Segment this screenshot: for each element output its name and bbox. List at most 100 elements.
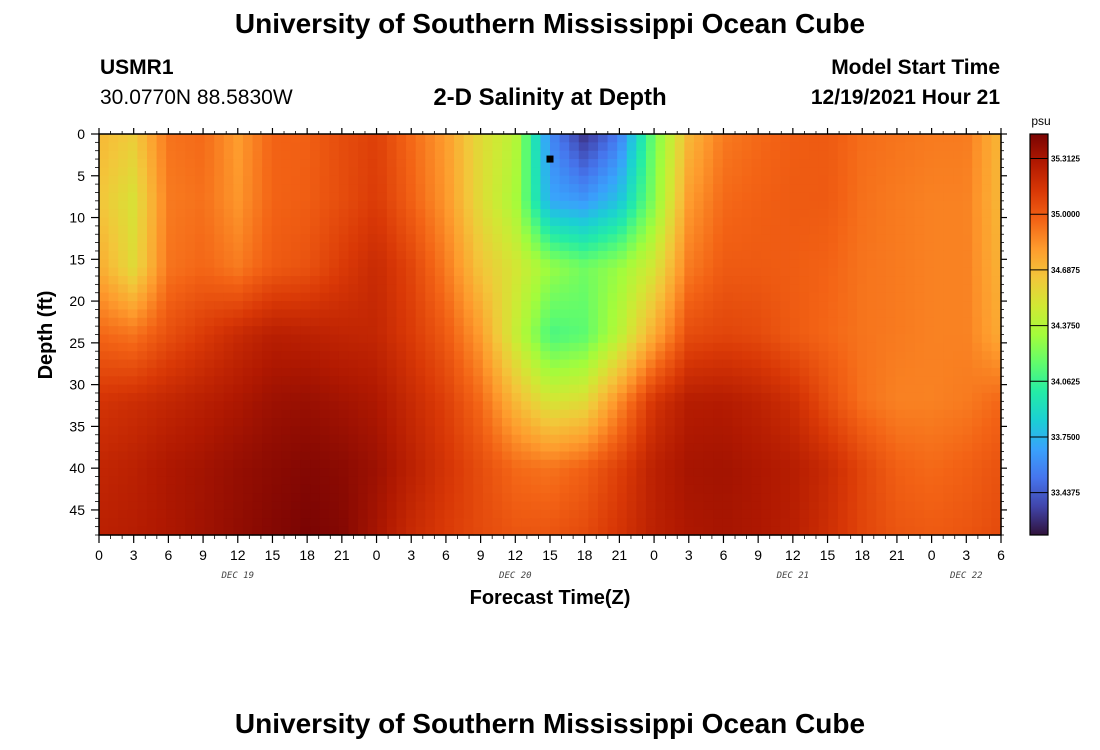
heatmap-cell [770,184,781,194]
heatmap-cell [262,150,273,160]
x-tick-label: 3 [130,547,138,563]
heatmap-cell [789,309,801,319]
heatmap-cell [636,501,647,511]
heatmap-cell [530,468,542,478]
heatmap-cell [847,526,858,536]
heatmap-cell [530,267,542,277]
heatmap-cell [290,284,302,294]
heatmap-cell [434,509,446,519]
heatmap-cell [809,267,820,277]
heatmap-cell [463,267,474,277]
heatmap-cell [281,225,292,235]
heatmap-cell [818,209,829,219]
heatmap-cell [511,459,522,469]
heatmap-cell [905,184,916,194]
heatmap-cell [511,292,522,302]
heatmap-cell [194,259,206,269]
heatmap-cell [674,225,685,235]
heatmap-cell [358,134,369,143]
heatmap-cell [693,334,705,344]
heatmap-cell [511,276,522,285]
heatmap-cell [722,376,733,386]
heatmap-cell [799,134,810,143]
heatmap-cell [194,476,206,486]
heatmap-cell [962,184,973,194]
heatmap-cell [703,493,714,503]
heatmap-cell [924,284,935,294]
heatmap-cell [290,250,302,260]
heatmap-cell [722,334,733,344]
heatmap-cell [799,175,810,185]
heatmap-cell [809,209,820,219]
heatmap-cell [242,493,254,503]
heatmap-cell [166,484,177,494]
heatmap-cell [502,476,513,486]
heatmap-cell [818,142,829,152]
heatmap-cell [665,476,676,486]
heatmap-cell [300,451,311,461]
heatmap-cell [406,250,417,260]
heatmap-cell [991,359,1002,369]
heatmap-cell [607,359,618,369]
heatmap-cell [386,459,398,469]
heatmap-cell [953,225,964,235]
heatmap-cell [482,134,494,143]
heatmap-cell [367,392,378,402]
heatmap-cell [866,259,877,269]
heatmap-cell [809,242,820,252]
heatmap-cell [626,351,637,361]
heatmap-cell [358,501,369,511]
heatmap-cell [127,509,138,519]
heatmap-cell [338,200,350,210]
heatmap-cell [857,167,868,177]
heatmap-cell [770,276,781,285]
heatmap-cell [214,518,225,528]
heatmap-cell [741,209,753,219]
heatmap-cell [310,250,321,260]
heatmap-cell [502,192,513,202]
heatmap-cell [684,192,695,202]
heatmap-cell [569,443,580,453]
heatmap-cell [655,234,666,244]
heatmap-cell [876,334,887,344]
heatmap-cell [991,259,1002,269]
heatmap-cell [425,142,436,152]
heatmap-cell [463,451,474,461]
heatmap-cell [463,468,474,478]
heatmap-cell [233,476,244,486]
heatmap-cell [857,175,868,185]
heatmap-cell [597,209,609,219]
heatmap-cell [684,418,695,427]
heatmap-cell [895,317,906,327]
heatmap-cell [636,451,647,461]
heatmap-cell [684,225,695,235]
heatmap-cell [636,409,647,419]
heatmap-cell [348,367,359,377]
heatmap-cell [550,159,561,169]
heatmap-cell [578,175,589,185]
heatmap-cell [290,359,302,369]
heatmap-cell [914,376,925,386]
heatmap-cell [713,526,724,536]
heatmap-cell [674,217,685,227]
heatmap-cell [492,443,503,453]
heatmap-cell [233,259,244,269]
heatmap-cell [348,501,359,511]
heatmap-cell [386,217,398,227]
heatmap-cell [137,518,148,528]
heatmap-cell [693,259,705,269]
heatmap-cell [367,501,378,511]
heatmap-cell [837,334,849,344]
heatmap-cell [741,284,753,294]
heatmap-cell [137,376,148,386]
heatmap-cell [943,392,954,402]
heatmap-cell [281,134,292,143]
heatmap-cell [146,434,158,444]
heatmap-cell [981,134,993,143]
heatmap-cell [300,301,311,311]
heatmap-cell [588,359,599,369]
heatmap-cell [655,150,666,160]
heatmap-cell [348,334,359,344]
heatmap-cell [329,451,340,461]
heatmap-cell [338,401,350,411]
